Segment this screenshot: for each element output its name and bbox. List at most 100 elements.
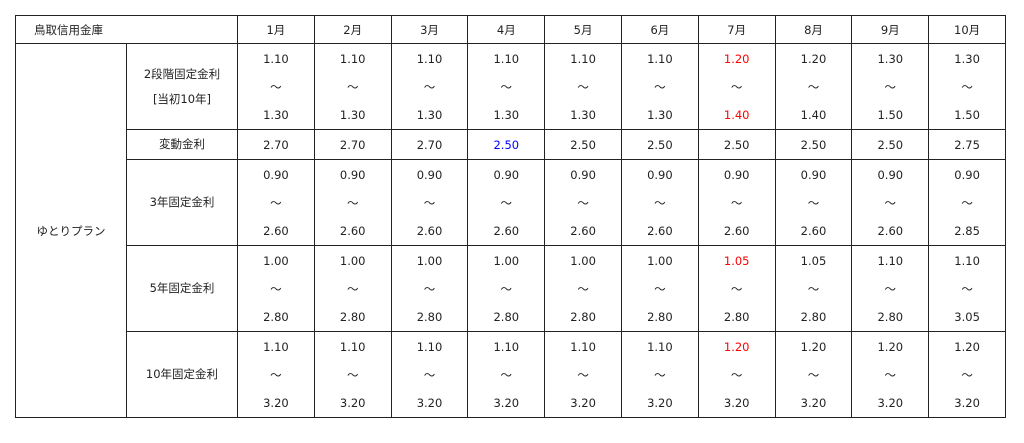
rate-low: 1.20 xyxy=(800,339,827,354)
rate-cell: 0.90 ～ 2.60 xyxy=(237,159,315,246)
rate-low: 1.20 xyxy=(877,339,904,354)
rate-high: 2.60 xyxy=(416,223,443,238)
rate-high: 3.20 xyxy=(723,395,750,410)
rate-cell: 1.20 ～ 3.20 xyxy=(697,331,776,418)
rate-low: 0.90 xyxy=(800,167,827,182)
rate-type-label-line: 2段階固定金利 xyxy=(143,66,221,81)
range-separator: ～ xyxy=(654,367,666,382)
rate-cell: 1.00 ～ 2.80 xyxy=(467,245,546,332)
rate-high: 2.80 xyxy=(416,309,443,324)
range-separator: ～ xyxy=(884,367,897,382)
range-separator: ～ xyxy=(577,79,589,94)
rate-low: 1.00 xyxy=(570,253,596,268)
rate-low: 1.10 xyxy=(647,51,673,66)
rate-high: 3.20 xyxy=(263,395,289,410)
rate-cell: 1.00 ～ 2.80 xyxy=(237,245,315,332)
rate-cell: 1.10 ～ 1.30 xyxy=(313,43,392,130)
rate-type-label: 10年固定金利 xyxy=(126,331,238,418)
rate-high: 3.20 xyxy=(877,395,904,410)
rate-low: 1.10 xyxy=(570,339,596,354)
rate-high: 1.40 xyxy=(723,107,750,122)
rate-low: 1.05 xyxy=(800,253,827,268)
rate-low: 0.90 xyxy=(877,167,904,182)
rate-cell: 0.90 ～ 2.60 xyxy=(467,159,546,246)
range-separator: ～ xyxy=(423,367,436,382)
rate-row: ゆとりプラン 2段階固定金利 [当初10年] 1.10 ～ 1.30 1.10 ～ 1.30 1.… xyxy=(15,43,1006,418)
rate-cell: 1.10 ～ 1.30 xyxy=(467,43,546,130)
rate-high: 2.60 xyxy=(800,223,827,238)
month-header: 4月 xyxy=(467,15,546,44)
rate-cell: 0.90 ～ 2.60 xyxy=(620,159,699,246)
month-header: 5月 xyxy=(544,15,622,44)
rate-cell: 1.10 ～ 2.80 xyxy=(851,245,930,332)
rate-low: 1.10 xyxy=(493,51,520,66)
rate-type-label: 変動金利 xyxy=(126,129,238,160)
rate-low: 0.90 xyxy=(647,167,673,182)
rate-low: 1.30 xyxy=(877,51,904,66)
range-separator: ～ xyxy=(961,79,973,94)
rate-high: 1.30 xyxy=(570,107,596,122)
rate-high: 2.60 xyxy=(570,223,596,238)
rate-high: 3.20 xyxy=(570,395,596,410)
rate-high: 2.60 xyxy=(647,223,673,238)
rate-high: 2.80 xyxy=(877,309,904,324)
rate-low: 1.10 xyxy=(877,253,904,268)
range-separator: ～ xyxy=(500,79,513,94)
rate-high: 1.50 xyxy=(954,107,980,122)
range-separator: ～ xyxy=(961,281,973,296)
rate-low: 1.00 xyxy=(263,253,289,268)
range-separator: ～ xyxy=(961,367,973,382)
rate-low: 1.10 xyxy=(493,339,520,354)
rate-high: 3.20 xyxy=(339,395,366,410)
rate-high: 1.30 xyxy=(416,107,443,122)
rate-high: 3.20 xyxy=(416,395,443,410)
range-separator: ～ xyxy=(730,367,743,382)
rate-cell: 1.10 ～ 3.20 xyxy=(237,331,315,418)
rate-cell: 1.10 ～ 3.20 xyxy=(544,331,622,418)
rate-cell: 1.10 ～ 1.30 xyxy=(544,43,622,130)
rate-low: 0.90 xyxy=(339,167,366,182)
month-header: 7月 xyxy=(697,15,776,44)
rate-cell: 1.00 ～ 2.80 xyxy=(620,245,699,332)
header-row: 鳥取信用金庫 1月 2月 3月 4月 5月 6月 7月 8月 9月 10月 xyxy=(15,15,1006,44)
month-header: 1月 xyxy=(237,15,315,44)
rate-cell: 1.10 ～ 1.30 xyxy=(620,43,699,130)
rate-low: 1.10 xyxy=(416,339,443,354)
rate-high: 2.80 xyxy=(570,309,596,324)
range-separator: ～ xyxy=(807,79,820,94)
rate-high: 1.30 xyxy=(647,107,673,122)
range-separator: ～ xyxy=(654,281,666,296)
rate-low: 0.90 xyxy=(954,167,980,182)
rate-high: 3.20 xyxy=(800,395,827,410)
rate-cell: 1.10 ～ 1.30 xyxy=(237,43,315,130)
month-header: 3月 xyxy=(390,15,469,44)
rate-low: 1.05 xyxy=(723,253,750,268)
rate-high: 3.20 xyxy=(647,395,673,410)
rate-low: 1.00 xyxy=(339,253,366,268)
rate-cell: 2.50 xyxy=(467,129,546,160)
rate-low: 1.10 xyxy=(339,51,366,66)
rate-low: 1.20 xyxy=(723,51,750,66)
rate-high: 1.30 xyxy=(263,107,289,122)
rate-high: 3.20 xyxy=(954,395,980,410)
interest-rate-table: 鳥取信用金庫 1月 2月 3月 4月 5月 6月 7月 8月 9月 10月 ゆとりプラン 2段階固定… xyxy=(15,15,1006,418)
rate-type-label-line: 3年固定金利 xyxy=(149,195,215,209)
rate-low: 1.20 xyxy=(800,51,827,66)
rate-row: 3年固定金利 0.90 ～ 2.60 0.90 ～ 2.60 0.90 ～ 2.60 0.90 ～ 2.… xyxy=(16,159,1006,246)
rate-cell: 0.90 ～ 2.60 xyxy=(544,159,622,246)
month-header: 10月 xyxy=(928,15,1006,44)
rate-high: 3.20 xyxy=(493,395,520,410)
range-separator: ～ xyxy=(500,195,513,210)
rate-high: 2.80 xyxy=(493,309,520,324)
rate-cell: 0.90 ～ 2.60 xyxy=(390,159,469,246)
rate-cell: 2.70 xyxy=(313,129,392,160)
rate-type-label: 3年固定金利 xyxy=(126,159,238,246)
rate-cell: 1.00 ～ 2.80 xyxy=(544,245,622,332)
range-separator: ～ xyxy=(654,195,666,210)
range-separator: ～ xyxy=(270,281,282,296)
rate-low: 1.20 xyxy=(954,339,980,354)
rate-high: 2.60 xyxy=(493,223,520,238)
rate-high: 1.40 xyxy=(800,107,827,122)
rate-type-label: 5年固定金利 xyxy=(126,245,238,332)
rate-high: 2.80 xyxy=(800,309,827,324)
